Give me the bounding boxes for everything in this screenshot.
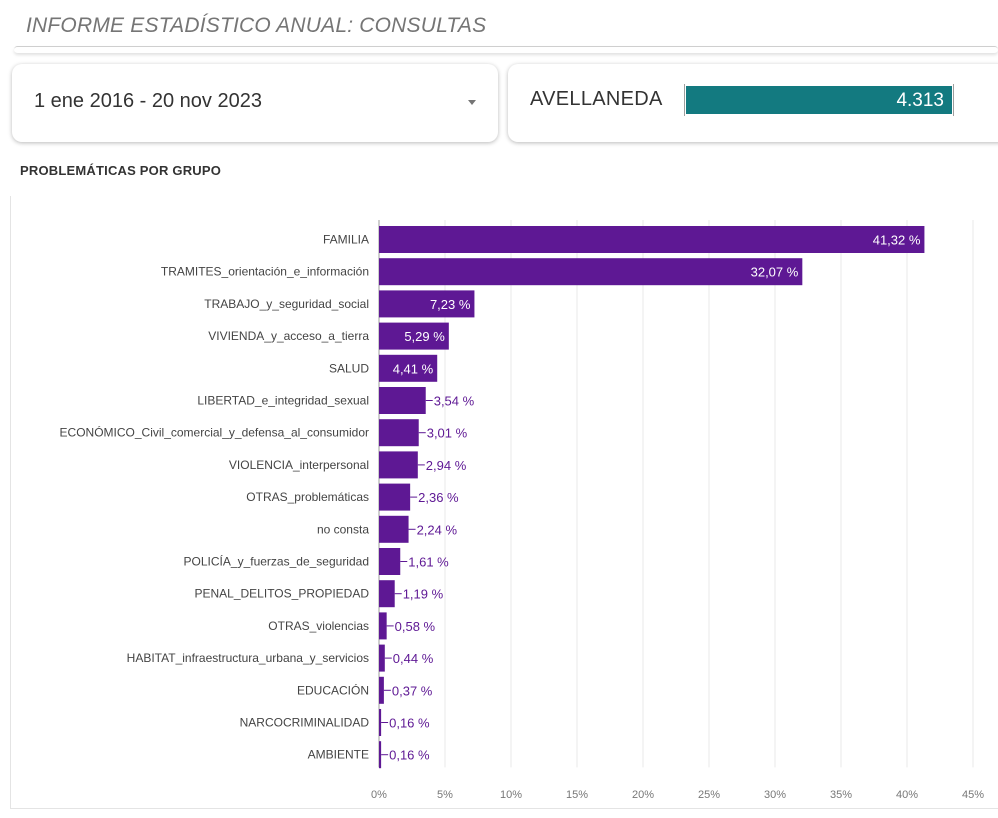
value-label: 2,24 % <box>417 522 458 537</box>
category-label: OTRAS_violencias <box>268 619 369 633</box>
bar[interactable] <box>379 258 803 286</box>
category-label: FAMILIA <box>323 233 369 247</box>
x-tick-label: 10% <box>500 789 522 801</box>
value-label: 4,41 % <box>393 361 434 376</box>
value-label: 2,36 % <box>418 490 459 505</box>
value-label: 3,01 % <box>427 426 468 441</box>
chart-container <box>10 196 998 809</box>
category-label: HABITAT_infraestructura_urbana_y_servici… <box>127 651 369 665</box>
category-label: SALUD <box>329 361 369 375</box>
bar[interactable] <box>379 644 385 672</box>
category-label: ECONÓMICO_Civil_comercial_y_defensa_al_c… <box>60 425 369 440</box>
bar[interactable] <box>379 483 411 511</box>
bar[interactable] <box>379 419 419 447</box>
region-bar-track: 4.313 <box>684 84 954 116</box>
section-title: PROBLEMÁTICAS POR GRUPO <box>20 163 222 178</box>
region-name: AVELLANEDA <box>530 88 663 110</box>
x-tick-label: 25% <box>698 789 720 801</box>
bar[interactable] <box>379 548 401 575</box>
category-label: TRAMITES_orientación_e_información <box>161 265 369 279</box>
value-label: 41,32 % <box>873 233 921 248</box>
bar[interactable] <box>379 515 409 543</box>
caret-down-icon[interactable] <box>468 100 476 105</box>
category-label: LIBERTAD_e_integridad_sexual <box>197 394 369 408</box>
value-label: 1,61 % <box>408 555 449 570</box>
bar[interactable] <box>379 741 382 769</box>
value-label: 1,19 % <box>403 587 444 602</box>
bar[interactable] <box>379 676 384 704</box>
bar[interactable] <box>379 226 925 253</box>
bar[interactable] <box>379 580 395 608</box>
x-tick-label: 0% <box>371 789 387 801</box>
category-label: OTRAS_problemáticas <box>246 490 369 504</box>
bar[interactable] <box>379 354 438 382</box>
category-label: VIOLENCIA_interpersonal <box>229 458 369 472</box>
value-label: 2,94 % <box>426 458 467 473</box>
x-tick-label: 5% <box>437 789 453 801</box>
category-label: PENAL_DELITOS_PROPIEDAD <box>194 587 369 601</box>
category-label: NARCOCRIMINALIDAD <box>240 716 370 730</box>
bar[interactable] <box>379 709 382 736</box>
value-label: 5,29 % <box>404 329 445 344</box>
x-tick-label: 35% <box>830 789 852 801</box>
category-label: POLICÍA_y_fuerzas_de_seguridad <box>184 554 369 569</box>
x-tick-label: 20% <box>632 789 654 801</box>
date-range-value: 1 ene 2016 - 20 nov 2023 <box>34 90 262 112</box>
page-title: INFORME ESTADÍSTICO ANUAL: CONSULTAS <box>26 14 487 37</box>
value-label: 0,37 % <box>392 683 433 698</box>
date-range-control[interactable]: 1 ene 2016 - 20 nov 2023 <box>12 64 498 142</box>
x-tick-label: 45% <box>962 789 984 801</box>
bar[interactable] <box>379 387 426 414</box>
bar[interactable] <box>379 290 475 318</box>
category-label: no consta <box>317 522 369 536</box>
value-label: 0,44 % <box>393 651 434 666</box>
category-label: VIVIENDA_y_acceso_a_tierra <box>208 329 369 343</box>
category-label: EDUCACIÓN <box>297 682 369 697</box>
value-label: 32,07 % <box>751 265 799 280</box>
category-label: TRABAJO_y_seguridad_social <box>204 297 369 311</box>
x-tick-label: 40% <box>896 789 918 801</box>
value-label: 0,16 % <box>389 716 430 731</box>
region-value: 4.313 <box>896 90 944 111</box>
value-label: 3,54 % <box>434 394 475 409</box>
category-label: AMBIENTE <box>308 748 369 762</box>
value-label: 0,16 % <box>389 748 430 763</box>
value-label: 7,23 % <box>430 297 471 312</box>
title-divider <box>14 46 998 53</box>
region-scorecard: AVELLANEDA 4.313 <box>508 64 998 142</box>
bar[interactable] <box>379 322 449 350</box>
bar[interactable] <box>379 451 418 479</box>
region-bar: 4.313 <box>686 86 952 114</box>
x-tick-label: 30% <box>764 789 786 801</box>
x-tick-label: 15% <box>566 789 588 801</box>
value-label: 0,58 % <box>395 619 436 634</box>
bar[interactable] <box>379 612 387 640</box>
